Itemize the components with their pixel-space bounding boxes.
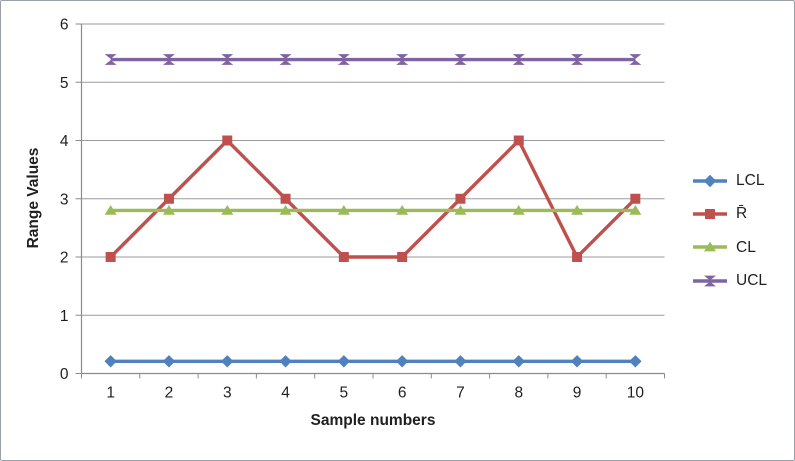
legend: LCL R̄ CL UCL: [693, 164, 767, 298]
legend-label-cl: CL: [736, 238, 756, 256]
data-point-lcl: [162, 355, 176, 368]
legend-marker-r-icon: [705, 209, 715, 220]
x-tick-label: 10: [627, 385, 645, 402]
data-point-lcl: [629, 355, 642, 368]
legend-swatch-lcl: [693, 174, 727, 187]
data-point-cl: [279, 205, 292, 215]
data-point-cl: [512, 205, 525, 215]
data-point-r: [630, 193, 641, 204]
data-point-cl: [454, 205, 467, 215]
x-tick-label: 8: [514, 385, 523, 402]
data-point-ucl: [571, 54, 584, 65]
y-tick-label: 1: [60, 308, 69, 325]
series-r: [105, 135, 641, 262]
legend-item-cl: CL: [693, 231, 767, 264]
data-point-lcl: [221, 355, 234, 368]
data-point-r: [163, 193, 174, 204]
data-point-r: [105, 252, 116, 262]
legend-marker-lcl-icon: [703, 174, 717, 187]
data-point-cl: [571, 205, 584, 215]
y-tick-label: 4: [60, 133, 69, 150]
legend-swatch-cl: [693, 242, 727, 252]
legend-item-rbar: R̄: [693, 197, 767, 230]
data-point-ucl: [512, 54, 525, 65]
data-point-lcl: [512, 355, 525, 368]
data-point-lcl: [570, 355, 584, 368]
legend-marker-ucl-icon: [704, 275, 716, 287]
data-point-ucl: [279, 54, 292, 65]
data-point-ucl: [454, 54, 467, 65]
data-point-ucl: [104, 54, 117, 65]
data-point-ucl: [629, 54, 642, 65]
x-tick-label: 9: [573, 385, 582, 402]
data-point-lcl: [279, 355, 292, 368]
data-point-lcl: [395, 355, 409, 368]
y-axis-title: Range Values: [25, 147, 42, 249]
x-tick-label: 3: [223, 385, 232, 402]
data-point-ucl: [221, 54, 234, 65]
legend-swatch-rbar: [693, 209, 727, 220]
legend-label-ucl: UCL: [736, 272, 768, 290]
series-line-r: [109, 137, 637, 260]
legend-label-rbar: R̄: [736, 205, 748, 223]
y-tick-label: 3: [60, 191, 69, 208]
x-tick-label: 2: [165, 385, 174, 402]
data-point-cl: [396, 205, 409, 215]
data-point-cl: [337, 205, 350, 215]
legend-item-lcl: LCL: [693, 164, 767, 197]
data-point-lcl: [337, 355, 351, 368]
data-point-lcl: [104, 355, 117, 368]
data-point-lcl: [454, 355, 467, 368]
series-lcl: [104, 355, 642, 368]
legend-item-ucl: UCL: [693, 264, 767, 297]
data-point-r: [572, 252, 583, 262]
series-ucl: [104, 54, 642, 65]
legend-label-lcl: LCL: [736, 171, 765, 189]
data-point-r: [513, 135, 524, 146]
x-tick-label: 1: [106, 385, 115, 402]
data-point-ucl: [337, 54, 350, 65]
y-tick-label: 0: [60, 366, 69, 383]
data-point-ucl: [396, 54, 409, 65]
data-point-cl: [629, 205, 642, 215]
data-point-r: [280, 193, 291, 204]
legend-swatch-ucl: [693, 275, 727, 287]
data-point-r: [338, 252, 349, 262]
x-tick-label: 7: [456, 385, 465, 402]
x-tick-label: 5: [340, 385, 349, 402]
x-axis-title: Sample numbers: [310, 412, 436, 429]
data-point-ucl: [162, 54, 175, 65]
y-tick-label: 2: [60, 250, 69, 267]
data-point-r: [222, 135, 233, 146]
y-tick-label: 5: [60, 75, 69, 92]
data-point-cl: [104, 205, 117, 215]
data-point-cl: [221, 205, 234, 215]
data-point-cl: [162, 205, 175, 215]
series-cl: [104, 205, 642, 215]
x-tick-label: 4: [281, 385, 290, 402]
legend-marker-cl-icon: [704, 242, 716, 252]
data-point-r: [397, 252, 408, 262]
x-tick-label: 6: [398, 385, 407, 402]
data-point-r: [455, 193, 466, 204]
y-tick-label: 6: [60, 17, 69, 34]
